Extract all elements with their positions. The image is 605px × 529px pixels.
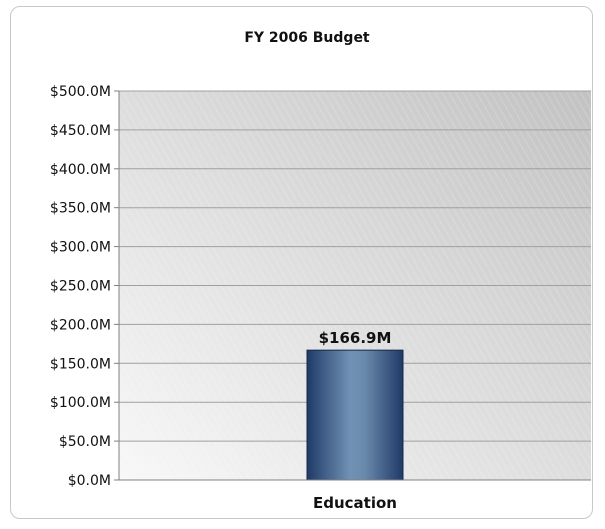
y-tick-label: $0.0M: [68, 473, 111, 489]
y-tick-label: $100.0M: [50, 395, 111, 411]
x-axis: Education: [119, 479, 591, 512]
y-axis: $0.0M $50.0M $100.0M $150.0M $200.0M $250.0M $…: [50, 84, 120, 489]
bars: $166.9M: [306, 329, 404, 481]
y-tick-label: $200.0M: [50, 317, 111, 333]
y-tick-label: $150.0M: [50, 356, 111, 372]
y-tick-label: $500.0M: [50, 84, 111, 100]
y-tick-label: $400.0M: [50, 162, 111, 178]
chart-title: FY 2006 Budget: [244, 30, 370, 46]
data-label: $166.9M: [319, 329, 392, 347]
y-tick-label: $50.0M: [59, 434, 111, 450]
bar-education: [306, 349, 404, 481]
y-tick-label: $250.0M: [50, 279, 111, 295]
y-tick-label: $300.0M: [50, 240, 111, 256]
x-tick-label: Education: [313, 494, 397, 512]
y-tick-label: $350.0M: [50, 201, 111, 217]
y-tick-label: $450.0M: [50, 123, 111, 139]
